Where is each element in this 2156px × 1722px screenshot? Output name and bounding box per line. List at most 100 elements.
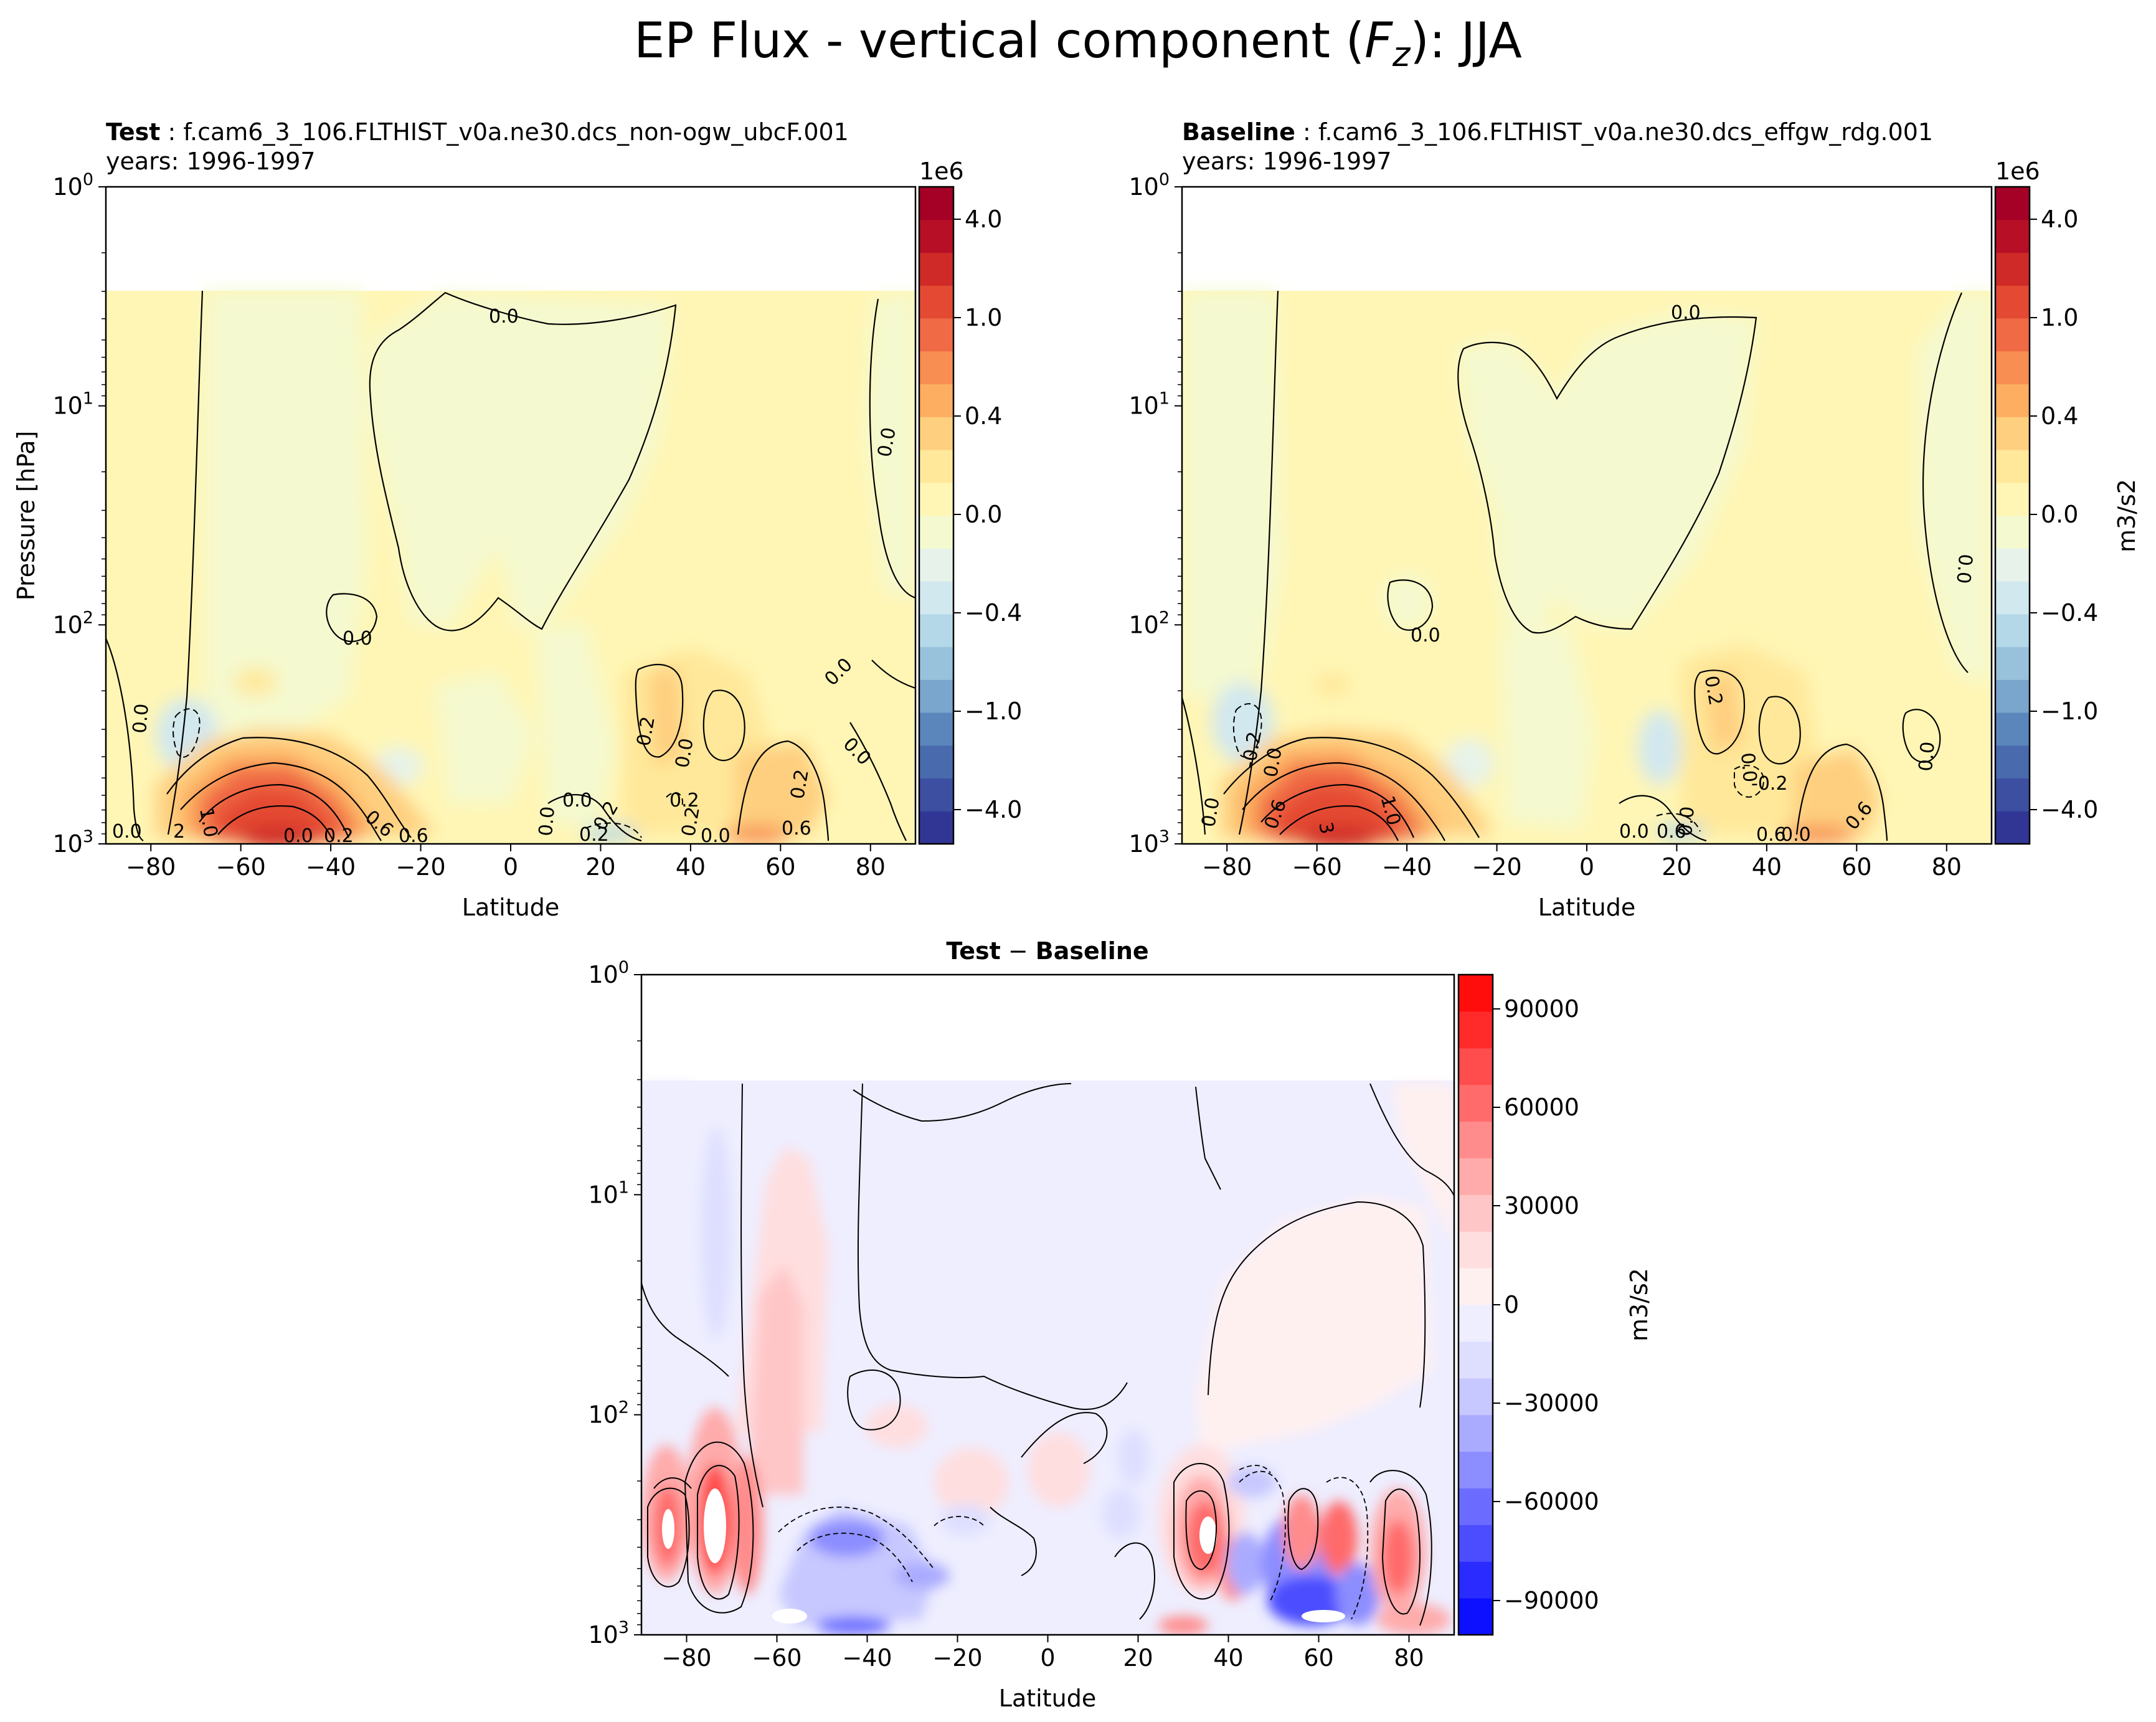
contour-label: 0.0 xyxy=(112,821,142,843)
colorbar-tick-label: −0.4 xyxy=(2041,599,2098,627)
colorbar-tick-label: 0.0 xyxy=(2041,501,2078,528)
colorbar-segment xyxy=(1995,318,2030,352)
colorbar-segment xyxy=(1459,1084,1493,1122)
x-tick-label: 20 xyxy=(1123,1644,1153,1672)
colorbar-segment xyxy=(1459,1451,1493,1488)
contour-label: 0.0 xyxy=(671,737,698,770)
x-tick-label: 60 xyxy=(1842,853,1871,881)
colorbar-tick-label: −90000 xyxy=(1504,1587,1599,1614)
panel-test-colorbar-scale: 1e6 xyxy=(919,158,964,185)
colorbar-tick-label: 0.0 xyxy=(965,501,1002,528)
colorbar-segment xyxy=(1995,252,2030,286)
panel-test-axes: −80 −60 −40 −20 0 20 40 60 80 100 101 102 103 xyxy=(52,170,886,881)
x-tick-label: −80 xyxy=(126,853,176,881)
colorbar-segment xyxy=(919,252,953,286)
colorbar-segment xyxy=(919,613,953,647)
x-tick-label: −20 xyxy=(395,853,445,881)
colorbar-tick-label: −60000 xyxy=(1504,1488,1599,1515)
colorbar-segment xyxy=(1995,219,2030,253)
colorbar-segment xyxy=(1995,450,2030,483)
contour-label: 0.0 xyxy=(1198,796,1224,829)
colorbar-segment xyxy=(1995,778,2030,811)
colorbar-segment xyxy=(1459,1121,1493,1158)
colorbar-segment xyxy=(1995,384,2030,417)
colorbar-segment xyxy=(1995,811,2030,844)
contour-label: 0.0 xyxy=(1260,746,1287,779)
panel-difference-title: Test − Baseline xyxy=(946,937,1148,965)
colorbar-tick-label: 0.4 xyxy=(2041,402,2078,430)
panel-test-title: Test : f.cam6_3_106.FLTHIST_v0a.ne30.dcs… xyxy=(106,118,849,146)
x-tick-label: −40 xyxy=(306,853,356,881)
colorbar-tick-label: −30000 xyxy=(1504,1389,1599,1417)
colorbar-segment xyxy=(1459,1048,1493,1086)
colorbar-segment xyxy=(1995,351,2030,384)
colorbar-tick-label: 1.0 xyxy=(965,304,1002,331)
colorbar-segment xyxy=(919,548,953,582)
panel-baseline-colorbar: 4.0 1.0 0.4 0.0 −0.4 −1.0 −4.0 xyxy=(1994,186,2098,845)
panel-baseline-colorbar-scale: 1e6 xyxy=(1995,158,2040,185)
colorbar-segment xyxy=(919,482,953,516)
x-tick-label: −20 xyxy=(932,1644,982,1672)
colorbar-segment xyxy=(1995,613,2030,647)
contour-label: 0.0 xyxy=(1411,625,1440,646)
colorbar-tick-label: 30000 xyxy=(1504,1192,1579,1219)
colorbar-segment xyxy=(919,318,953,352)
contour-label: 0.2 xyxy=(678,805,704,838)
colorbar-segment xyxy=(1995,581,2030,615)
colorbar-frame xyxy=(1994,186,2031,845)
x-tick-label: 20 xyxy=(1662,853,1691,881)
contour-label: 0.0 xyxy=(283,825,313,847)
x-tick-label: 0 xyxy=(503,853,518,881)
panel-difference-colorbar: 90000 60000 30000 0 −30000 −60000 −90000 xyxy=(1457,973,1599,1636)
contour-label: 0.0 xyxy=(1952,553,1976,585)
colorbar-segment xyxy=(1459,1378,1493,1416)
colorbar-segment xyxy=(1459,1011,1493,1049)
colorbar-segment xyxy=(1459,1488,1493,1525)
panel-test-subtitle: years: 1996-1997 xyxy=(106,148,316,175)
contour-label: 0.0 xyxy=(874,426,901,459)
y-tick-label: 100 xyxy=(588,958,629,988)
panel-test-field: 0.0 0.0 0.0 0.0 0.0 0.2 0.0 0.2 0.2 0.0 … xyxy=(106,187,915,847)
colorbar-segment xyxy=(919,219,953,253)
contour-label: 0.0 xyxy=(489,306,519,328)
contour-label: 0.2 xyxy=(579,824,609,846)
colorbar-segment xyxy=(1459,1341,1493,1379)
contour-label: 0.6 xyxy=(1756,824,1786,846)
y-tick-label: 100 xyxy=(1128,170,1170,201)
colorbar-segment xyxy=(1995,187,2030,220)
panel-test-colorbar: 4.0 1.0 0.4 0.0 −0.4 −1.0 −4.0 xyxy=(918,186,1022,845)
colorbar-segment xyxy=(1995,646,2030,680)
x-tick-label: 0 xyxy=(1579,853,1594,881)
panel-difference-xlabel: Latitude xyxy=(999,1685,1096,1712)
colorbar-tick-label: −0.4 xyxy=(965,599,1022,627)
colorbar-tick-label: −1.0 xyxy=(2041,698,2098,725)
colorbar-segment xyxy=(919,515,953,549)
colorbar-segment xyxy=(919,384,953,417)
colorbar-segment xyxy=(1459,1305,1493,1342)
contour-label: 0.0 xyxy=(1671,302,1701,324)
contour-label: 0.2 xyxy=(669,790,699,811)
colorbar-segment xyxy=(919,285,953,319)
panel-baseline-title: Baseline : f.cam6_3_106.FLTHIST_v0a.ne30… xyxy=(1182,118,1933,146)
contour-label: 0.6 xyxy=(399,825,428,847)
panel-test-xlabel: Latitude xyxy=(462,894,559,921)
colorbar-segment xyxy=(1995,515,2030,549)
colorbar-frame xyxy=(918,186,955,845)
colorbar-tick-label: 1.0 xyxy=(2041,304,2078,331)
x-tick-label: 0 xyxy=(1040,1644,1055,1672)
panel-difference-field xyxy=(641,975,1454,1635)
colorbar-segment xyxy=(919,187,953,220)
y-tick-label: 102 xyxy=(588,1398,629,1429)
colorbar-tick-label: 60000 xyxy=(1504,1094,1579,1121)
x-tick-label: 40 xyxy=(1213,1644,1243,1672)
contour-label: -0.2 xyxy=(1751,773,1788,795)
contour-label: 0.0 xyxy=(1915,740,1939,772)
colorbar-segment xyxy=(1995,679,2030,713)
y-tick-label: 103 xyxy=(52,827,93,858)
colorbar-segment xyxy=(1459,1158,1493,1195)
panel-test-ylabel: Pressure [hPa] xyxy=(12,431,40,601)
contour-label: 0.0 xyxy=(535,805,559,837)
colorbar-segment xyxy=(1459,1598,1493,1635)
colorbar-tick-label: 4.0 xyxy=(965,206,1002,233)
